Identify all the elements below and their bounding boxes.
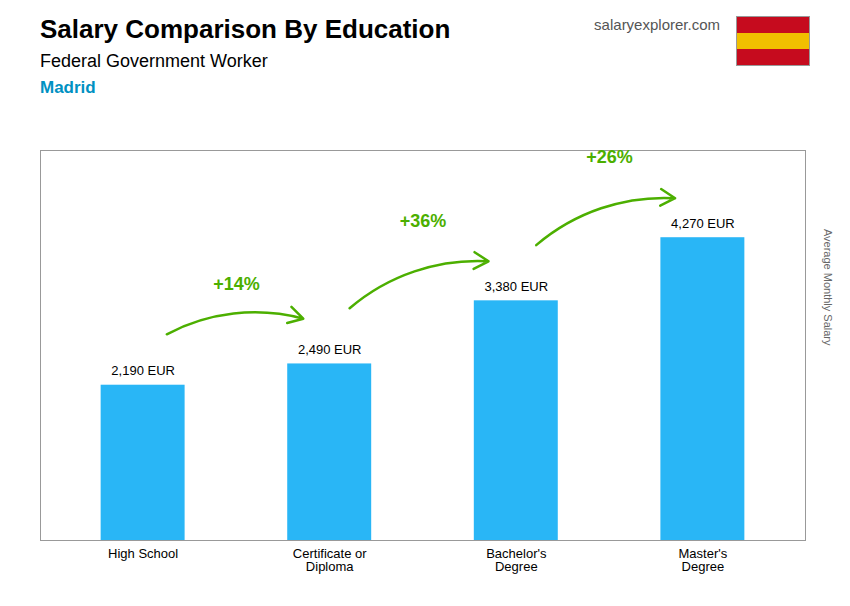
html-text:Salary Comparison By Education: Salary Comparison By Education [40,14,451,44]
svg-text:Bachelor'sDegree: Bachelor'sDegree [486,546,547,574]
svg-text:High School: High School [108,546,178,561]
html-text:Madrid: Madrid [40,78,96,97]
svg-text:4,270 EUR: 4,270 EUR [671,216,735,231]
svg-text:Average Monthly Salary: Average Monthly Salary [822,229,834,346]
svg-text:+14%: +14% [213,274,260,294]
svg-text:+36%: +36% [400,211,447,231]
svg-text:Master'sDegree: Master'sDegree [679,546,728,574]
html-text:Federal Government Worker: Federal Government Worker [40,51,268,71]
svg-text:Certificate orDiploma: Certificate orDiploma [293,546,367,574]
svg-text:3,380 EUR: 3,380 EUR [484,279,548,294]
svg-text:+26%: +26% [586,147,633,167]
svg-text:2,190 EUR: 2,190 EUR [111,363,175,378]
svg-text:2,490 EUR: 2,490 EUR [298,342,362,357]
html-text:salaryexplorer.com: salaryexplorer.com [594,16,720,33]
